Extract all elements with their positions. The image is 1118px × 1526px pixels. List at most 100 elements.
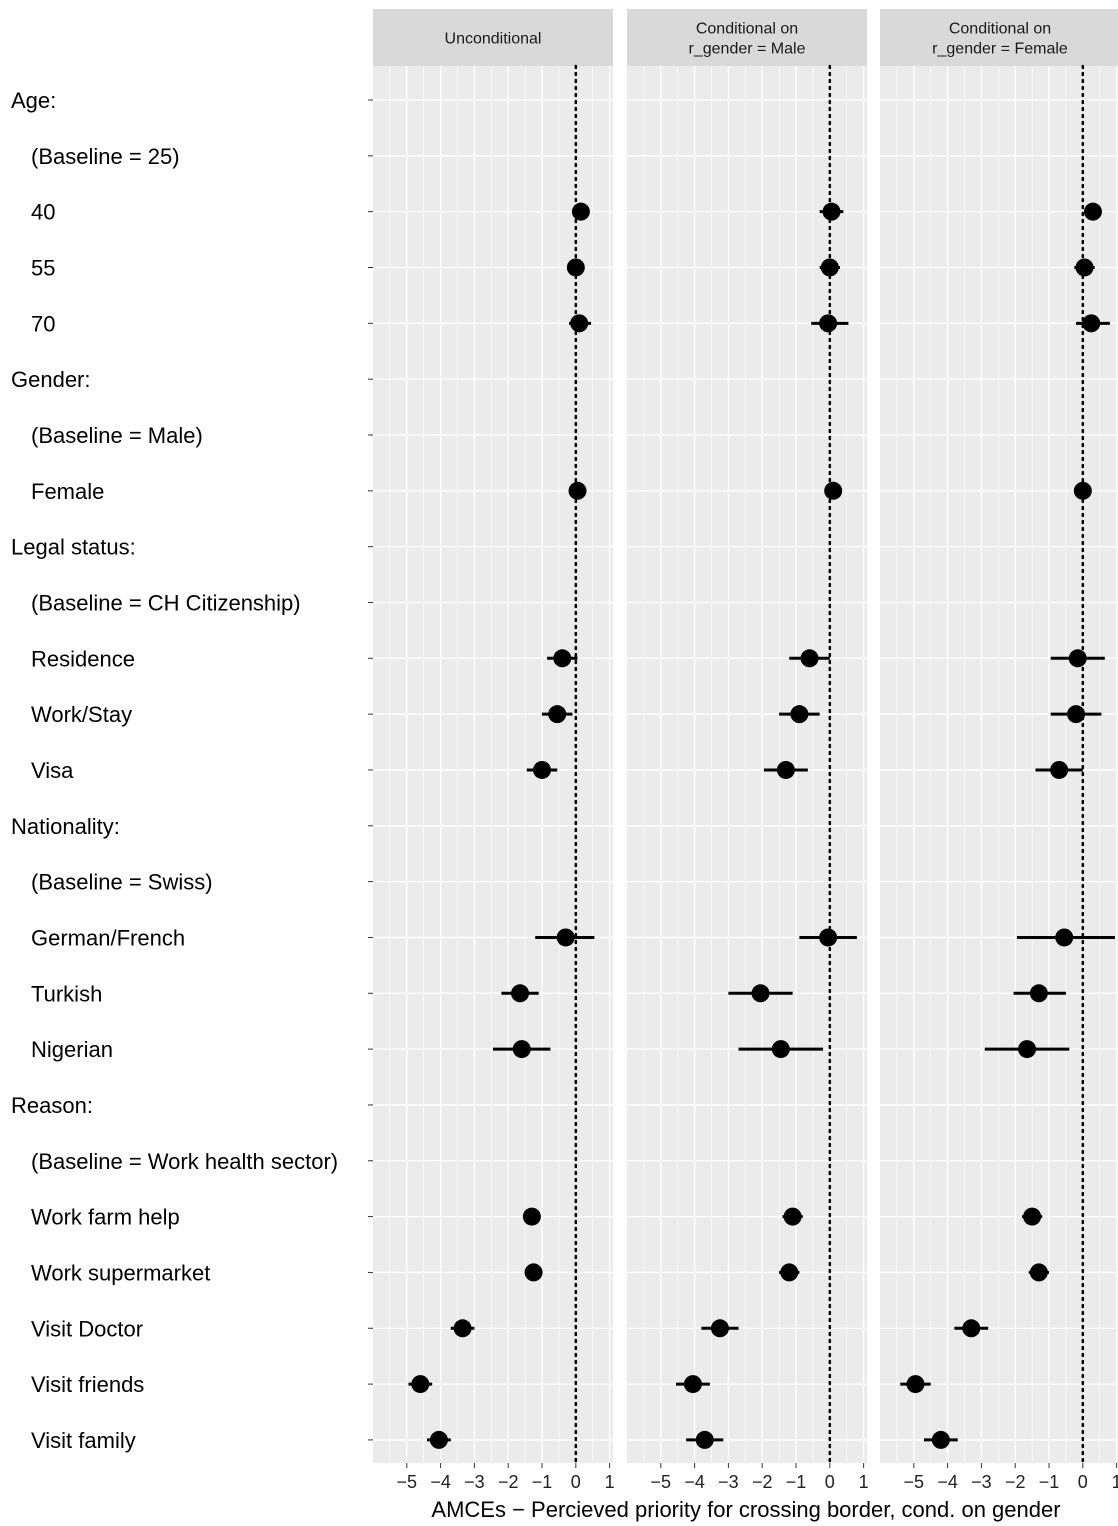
x-tick-label: −5 [397,1472,418,1492]
level-label: Nigerian [31,1037,113,1062]
level-label: Work supermarket [31,1260,210,1285]
x-tick-label: 1 [1112,1472,1118,1492]
estimate-point [556,928,575,947]
estimate-point [570,314,589,333]
x-tick-label: 0 [571,1472,581,1492]
estimate-point [568,481,587,500]
estimate-point [800,649,819,668]
x-tick-label: −5 [904,1472,925,1492]
x-tick-label: −5 [651,1472,672,1492]
x-tick-label: 1 [859,1472,869,1492]
x-tick-label: −2 [498,1472,519,1492]
estimate-point [1073,481,1092,500]
estimate-point [1075,258,1094,277]
panel-background [373,66,613,1463]
estimate-point [429,1430,448,1449]
x-tick-label: 0 [825,1472,835,1492]
x-axis-title: AMCEs − Percieved priority for crossing … [431,1497,1060,1522]
estimate-point [453,1319,472,1338]
estimate-point [683,1375,702,1394]
estimate-point [1029,1263,1048,1282]
level-label: Visa [31,758,74,783]
estimate-point [819,314,838,333]
strip-background [627,9,867,66]
level-label: Work farm help [31,1205,180,1230]
estimate-point [771,1040,790,1059]
x-tick-label: −2 [1005,1472,1026,1492]
x-tick-label: −3 [971,1472,992,1492]
x-tick-label: −1 [786,1472,807,1492]
x-tick-label: −2 [752,1472,773,1492]
facet-panel: Conditional on r_gender = Female −5 −4 −3 −2−… [880,9,1118,1492]
x-tick-label: −4 [684,1472,705,1492]
estimate-point [906,1375,925,1394]
estimate-point [553,649,572,668]
panel-background [880,66,1118,1463]
estimate-point [571,202,590,221]
estimate-point [512,1040,531,1059]
strip-label: r_gender = Female [932,41,1068,58]
estimate-point [819,928,838,947]
estimate-point [1050,760,1069,779]
estimate-point [1029,984,1048,1003]
x-tick-label: −4 [430,1472,451,1492]
group-label: Age: [11,88,56,113]
level-label: (Baseline = Swiss) [31,870,213,895]
estimate-point [1055,928,1074,947]
estimate-point [524,1263,543,1282]
estimate-point [566,258,585,277]
panel-background [627,66,867,1463]
estimate-point [548,705,567,724]
group-label: Gender: [11,367,91,392]
level-label: Female [31,479,104,504]
estimate-point [1083,202,1102,221]
level-label: (Baseline = Work health sector) [31,1149,338,1174]
estimate-point [710,1319,729,1338]
level-label: Visit Doctor [31,1316,143,1341]
estimate-point [776,760,795,779]
level-label: 55 [31,255,55,280]
facet-panels: Unconditional −5 −4 −3 −2 −1 0 1 Conditional on r… [373,9,1118,1492]
estimate-point [931,1430,950,1449]
estimate-point [411,1375,430,1394]
group-label: Legal status: [11,535,136,560]
level-label: Visit friends [31,1372,144,1397]
estimate-point [511,984,530,1003]
level-label: 40 [31,200,55,225]
strip-label: r_gender = Male [689,41,806,58]
strip-label: Conditional on [949,21,1051,38]
estimate-point [824,481,843,500]
x-tick-label: −1 [532,1472,553,1492]
estimate-point [695,1430,714,1449]
x-tick-label: −1 [1039,1472,1060,1492]
estimate-point [780,1263,799,1282]
estimate-point [820,258,839,277]
row-labels: Age: (Baseline = 25) 40 55 70 Gender: (Baselin… [11,88,373,1453]
level-label: Work/Stay [31,702,132,727]
level-label: Residence [31,646,135,671]
group-label: Nationality: [11,814,120,839]
estimate-point [1082,314,1101,333]
level-label: Visit family [31,1428,136,1453]
level-label: (Baseline = Male) [31,423,203,448]
estimate-point [533,760,552,779]
estimate-point [822,202,841,221]
estimate-point [751,984,770,1003]
x-tick-label: 1 [605,1472,615,1492]
strip-background [373,9,613,66]
level-label: (Baseline = CH Citizenship) [31,590,301,615]
estimate-point [1068,649,1087,668]
strip-background [880,9,1118,66]
x-tick-label: 0 [1078,1472,1088,1492]
group-label: Reason: [11,1093,93,1118]
estimate-point [1018,1040,1037,1059]
estimate-point [962,1319,981,1338]
estimate-point [1067,705,1086,724]
x-tick-label: −3 [718,1472,739,1492]
x-tick-label: −3 [464,1472,485,1492]
estimate-point [790,705,809,724]
estimate-point [783,1207,802,1226]
level-label: (Baseline = 25) [31,144,180,169]
facet-panel: Unconditional −5 −4 −3 −2 −1 0 1 [373,9,615,1492]
